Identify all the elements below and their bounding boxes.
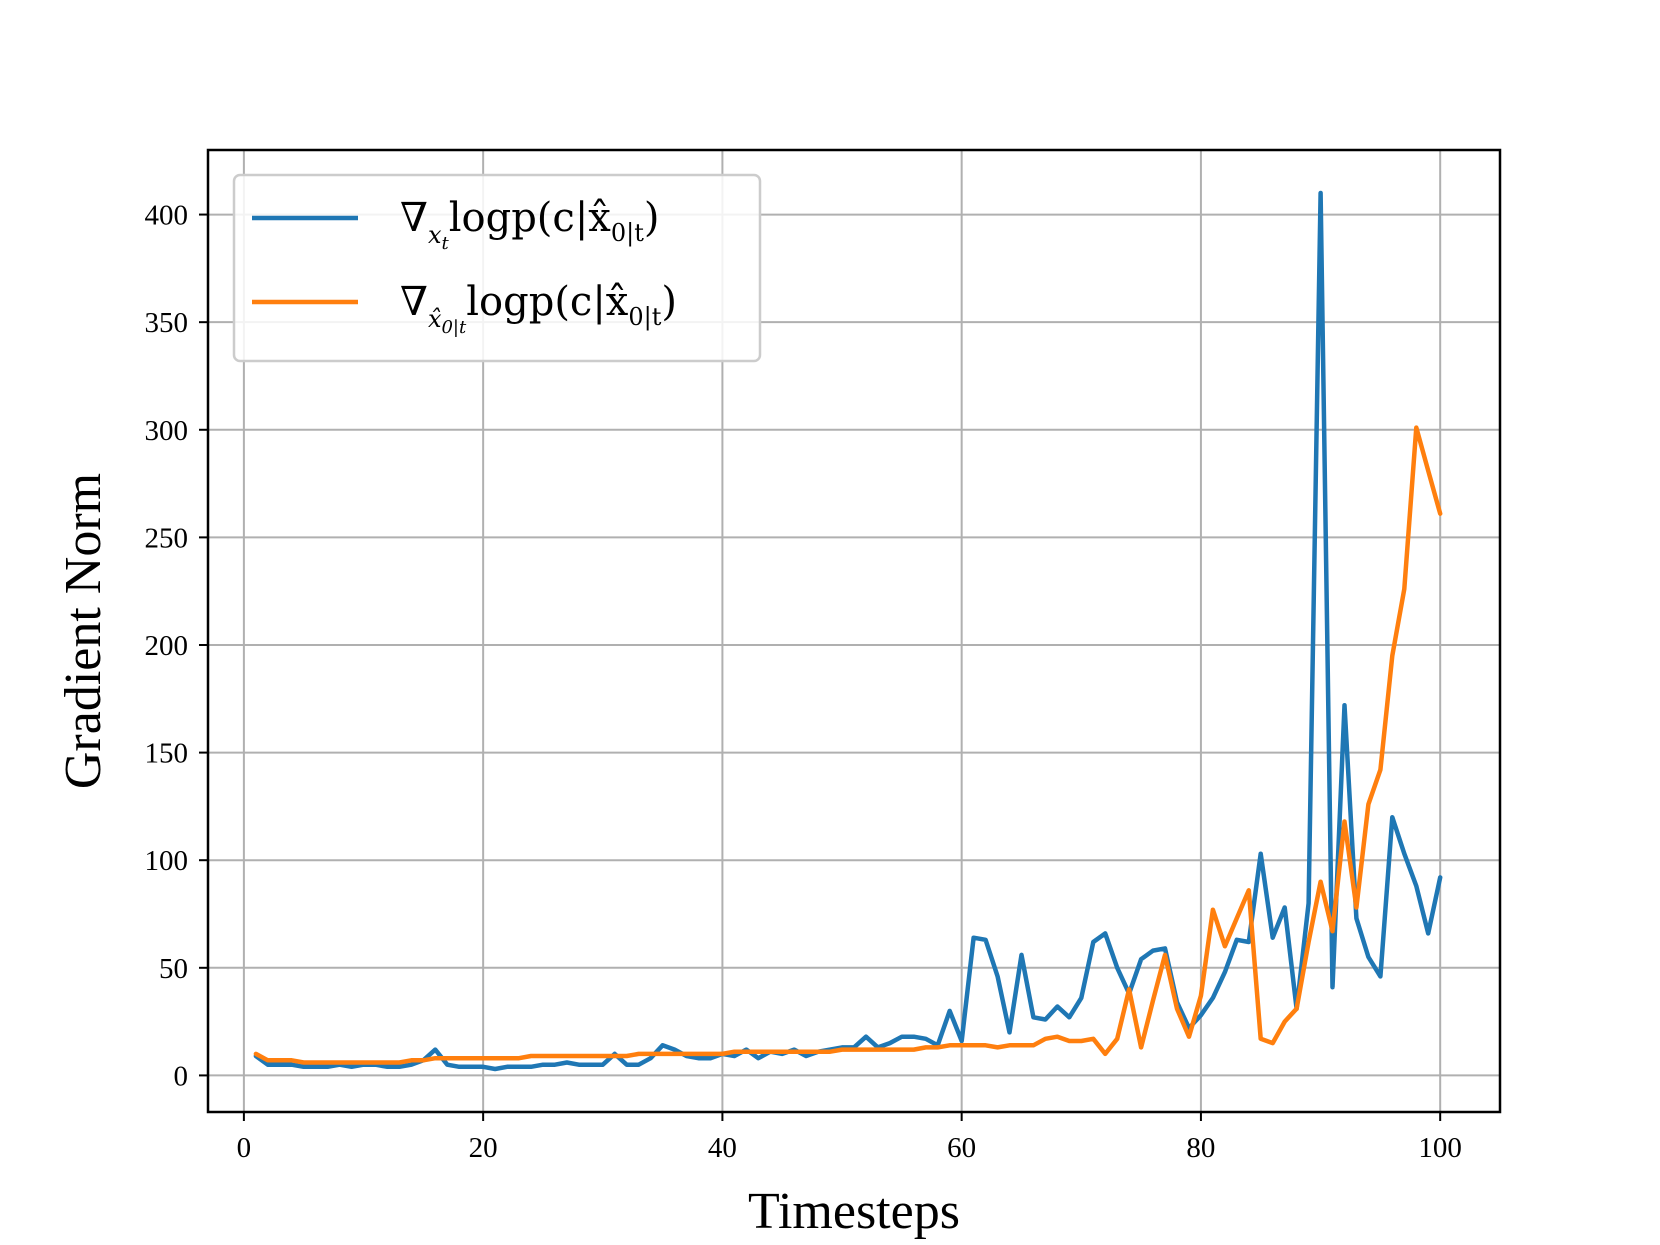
legend-label-2: ∇x̂0|tlogp(c|x̂0|t) — [400, 279, 677, 338]
series-layer — [253, 190, 1443, 1072]
y-axis-title: Gradient Norm — [55, 473, 112, 789]
x-tick-label: 0 — [237, 1132, 252, 1164]
legend-box — [232, 173, 762, 363]
y-tick-label: 300 — [145, 415, 189, 447]
y-tick-label: 50 — [159, 953, 188, 985]
x-tick-label: 80 — [1186, 1132, 1215, 1164]
y-tick-label: 0 — [174, 1060, 189, 1092]
x-tick-label: 60 — [947, 1132, 976, 1164]
tick-layer: 0 20 40 60 80 100 0 50 100 150 200 250 300 350 400 — [145, 200, 1462, 1164]
y-tick-label: 400 — [145, 200, 189, 232]
x-tick-label: 20 — [469, 1132, 498, 1164]
legend-items: ∇xtlogp(c|x̂0|t) ∇x̂0|tlogp(c|x̂0|t) — [252, 195, 677, 338]
series-line-2 — [253, 425, 1443, 1065]
legend-label-1: ∇xtlogp(c|x̂0|t) — [400, 195, 659, 254]
y-tick-label: 200 — [145, 630, 189, 662]
y-tick-label: 100 — [145, 845, 189, 877]
y-tick-label: 350 — [145, 307, 189, 339]
y-tick-label: 150 — [145, 738, 189, 770]
x-tick-label: 100 — [1418, 1132, 1462, 1164]
legend: ∇xtlogp(c|x̂0|t) ∇x̂0|tlogp(c|x̂0|t) — [232, 173, 762, 363]
plot-frame — [206, 148, 1502, 1114]
grid-layer — [208, 150, 1500, 1112]
y-tick-label: 250 — [145, 522, 189, 554]
x-axis-title: Timesteps — [748, 1183, 960, 1240]
x-tick-label: 40 — [708, 1132, 737, 1164]
